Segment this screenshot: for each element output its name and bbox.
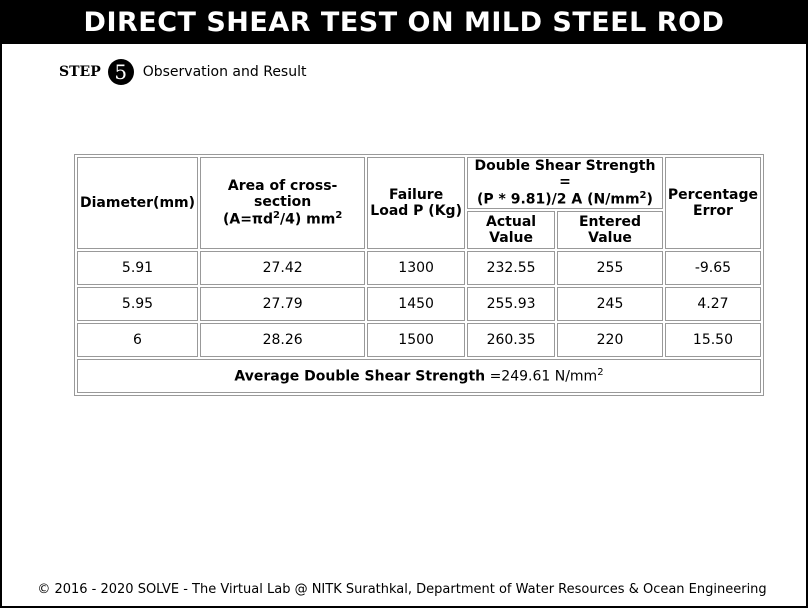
- table-row: 5.95 27.79 1450 255.93 245 4.27: [77, 286, 761, 321]
- header-double-shear-strength: Double Shear Strength = (P * 9.81)/2 A (…: [467, 157, 663, 209]
- header-actual-value: Actual Value: [467, 210, 556, 249]
- step-label: Observation and Result: [142, 64, 307, 80]
- cell-error: 4.27: [664, 286, 761, 321]
- step-word: STEP: [59, 64, 101, 80]
- cell-load: 1450: [367, 286, 466, 321]
- average-label: Average Double Shear Strength: [234, 368, 486, 385]
- cell-error: 15.50: [664, 322, 761, 357]
- cell-actual: 232.55: [467, 250, 556, 285]
- header-percentage-error: Percentage Error: [664, 157, 761, 249]
- header-failure-load: Failure Load P (Kg): [367, 157, 466, 249]
- cell-diameter: 6: [77, 322, 199, 357]
- step-number-badge: 5: [107, 59, 134, 85]
- observation-table: Diameter(mm) Area of cross-section (A=πd…: [74, 154, 764, 396]
- cell-entered: 245: [557, 286, 663, 321]
- cell-entered: 220: [557, 322, 663, 357]
- cell-diameter: 5.91: [77, 250, 199, 285]
- cell-diameter: 5.95: [77, 286, 199, 321]
- cell-load: 1300: [367, 250, 466, 285]
- table-row: 6 28.26 1500 260.35 220 15.50: [77, 322, 761, 357]
- average-strength: Average Double Shear Strength =249.61 N/…: [77, 358, 761, 393]
- average-row: Average Double Shear Strength =249.61 N/…: [77, 358, 761, 393]
- cell-entered: 255: [557, 250, 663, 285]
- cell-area: 27.79: [200, 286, 366, 321]
- step-indicator: STEP 5 Observation and Result: [59, 58, 306, 86]
- average-value: =249.61 N/mm: [489, 368, 598, 385]
- cell-load: 1500: [367, 322, 466, 357]
- header-diameter: Diameter(mm): [77, 157, 199, 249]
- cell-actual: 255.93: [467, 286, 556, 321]
- page-title: DIRECT SHEAR TEST ON MILD STEEL ROD: [2, 2, 806, 44]
- header-entered-value: Entered Value: [557, 210, 663, 249]
- cell-error: -9.65: [664, 250, 761, 285]
- cell-area: 27.42: [200, 250, 366, 285]
- footer-copyright: © 2016 - 2020 SOLVE - The Virtual Lab @ …: [37, 582, 767, 597]
- header-area: Area of cross-section (A=πd2/4) mm2: [200, 157, 366, 249]
- cell-actual: 260.35: [467, 322, 556, 357]
- cell-area: 28.26: [200, 322, 366, 357]
- table-row: 5.91 27.42 1300 232.55 255 -9.65: [77, 250, 761, 285]
